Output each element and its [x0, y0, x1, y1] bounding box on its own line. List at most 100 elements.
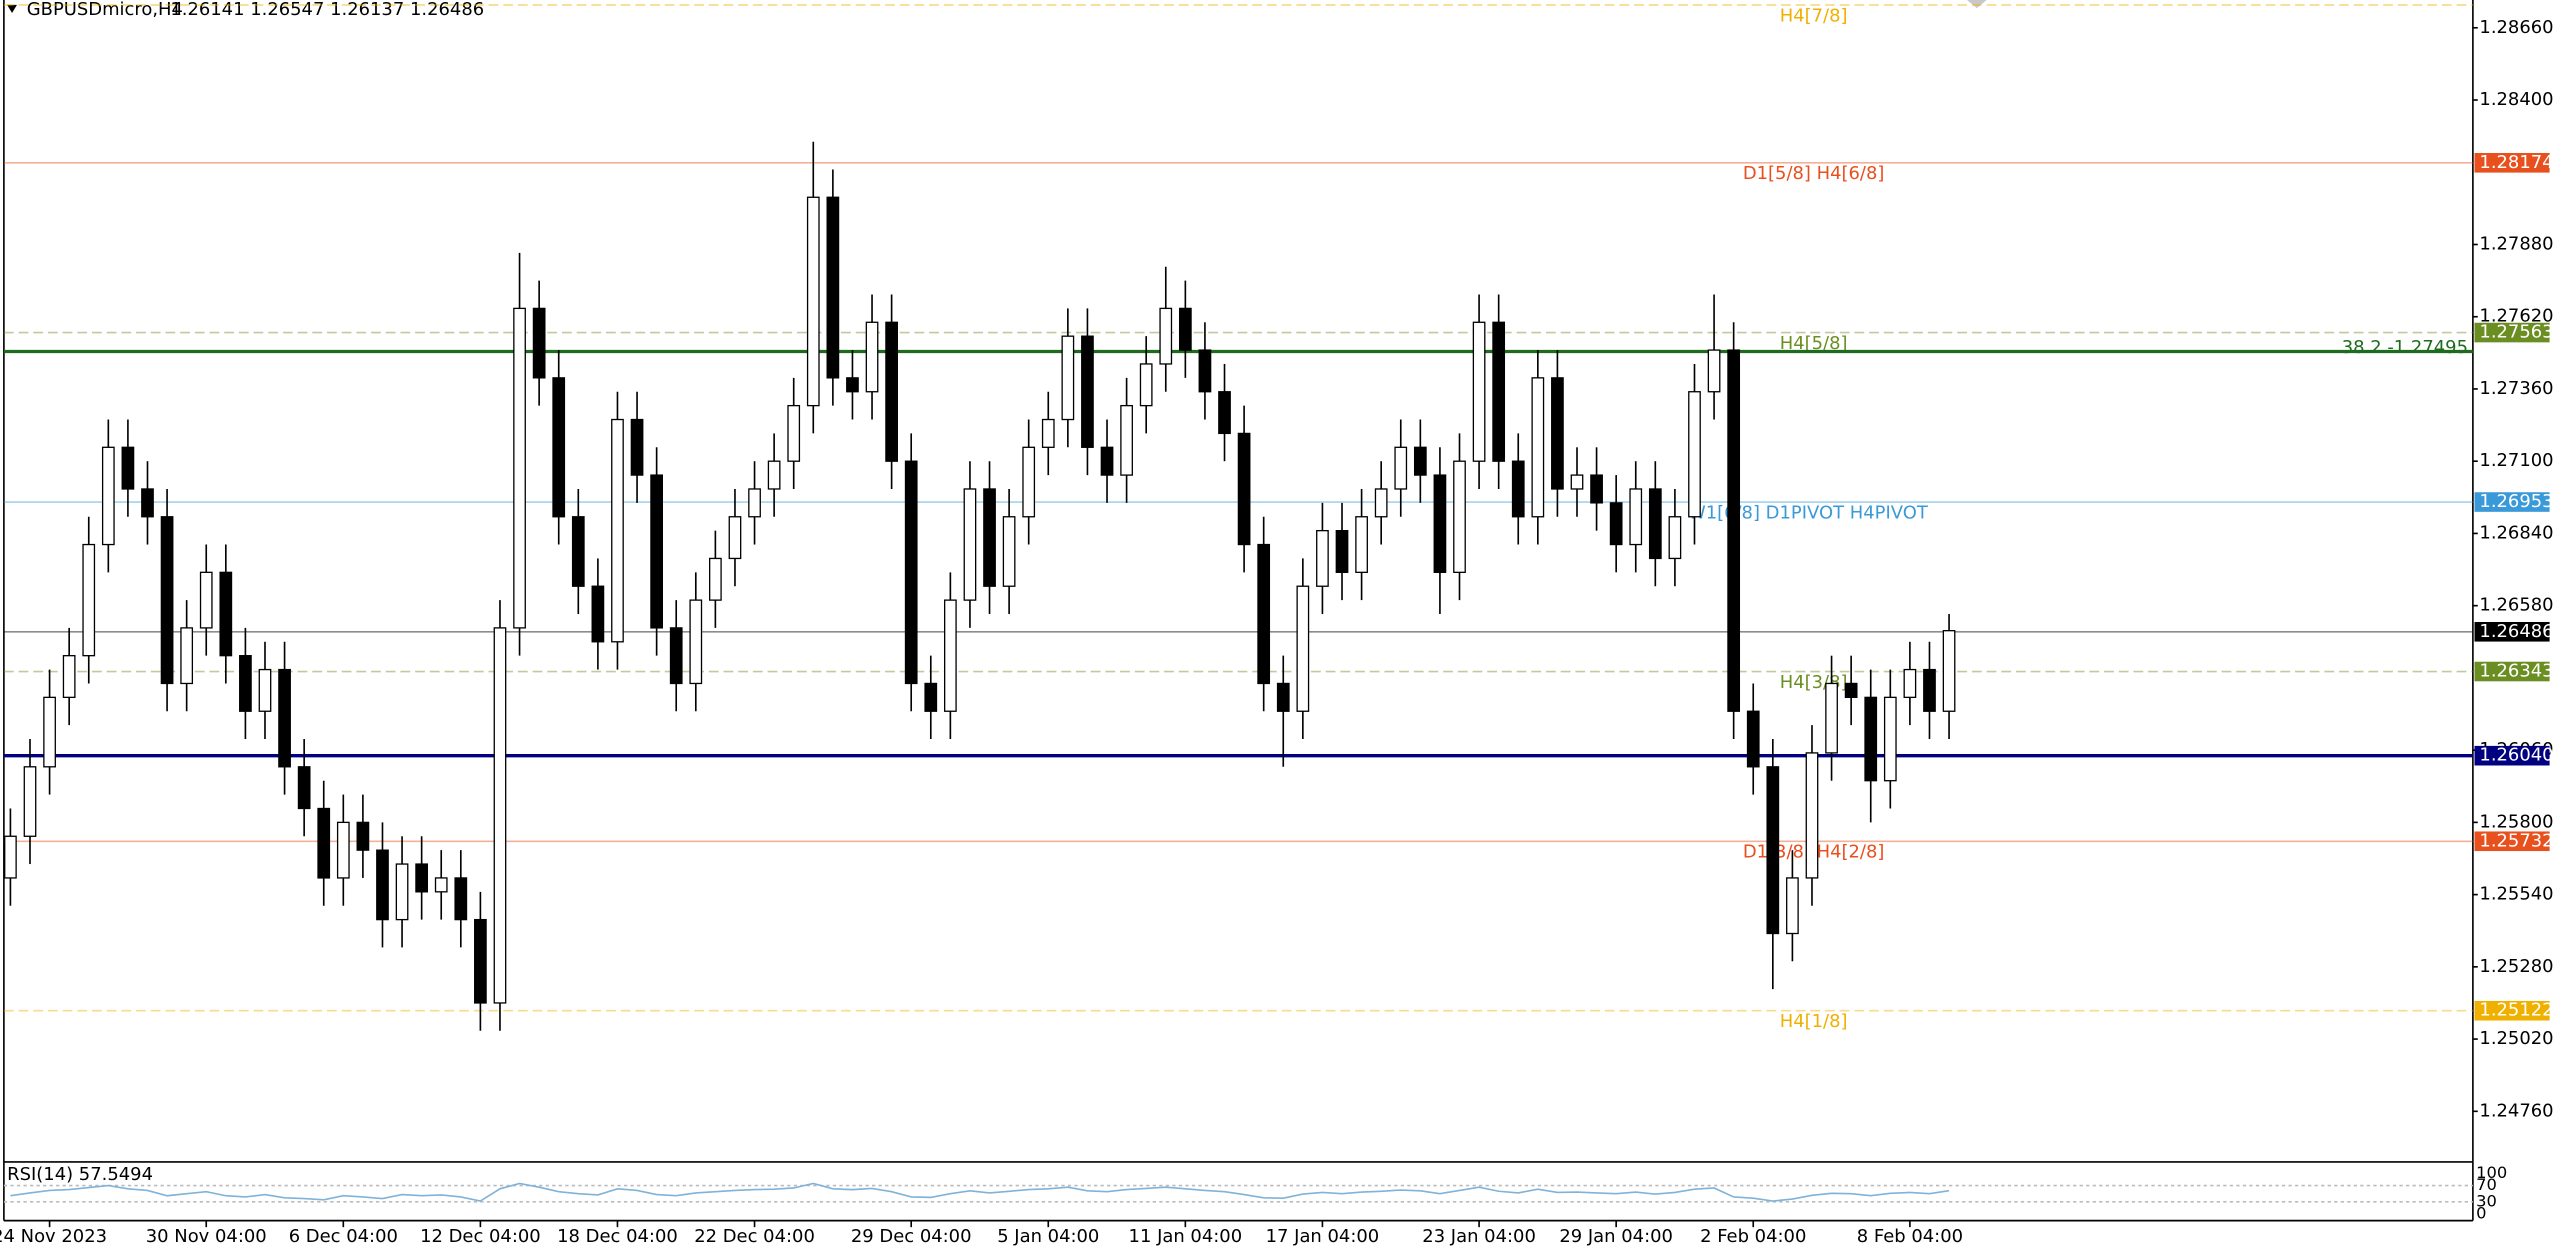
collapse-icon[interactable]	[7, 4, 17, 14]
level-label: H4[7/8]	[1780, 5, 1848, 26]
y-tick-label: 1.28400	[2479, 89, 2553, 110]
rsi-tick-label: 30	[2476, 1191, 2497, 1210]
candle-body	[1002, 516, 1016, 587]
candle-body	[709, 557, 722, 601]
candle-body	[62, 655, 76, 699]
candle-body	[963, 488, 977, 601]
price-box	[2474, 661, 2550, 682]
x-tick-label: 17 Jan 04:00	[1266, 1226, 1380, 1247]
price-box	[2474, 621, 2550, 642]
price-box-label: 1.26953	[2479, 491, 2553, 512]
candle-body	[1335, 530, 1349, 573]
price-box	[2474, 492, 2550, 512]
rsi-tick-label: 70	[2476, 1175, 2497, 1194]
candle-body	[1492, 321, 1506, 462]
x-tick-label: 18 Dec 04:00	[557, 1226, 678, 1247]
candle-body	[356, 821, 370, 851]
candle-body	[1786, 877, 1799, 935]
candle-body	[944, 599, 957, 712]
x-tick-label: 24 Nov 2023	[0, 1226, 107, 1247]
candle-body	[669, 627, 683, 685]
candle-body	[1159, 307, 1173, 365]
candle-body	[983, 488, 996, 587]
rsi-line	[10, 1182, 1950, 1202]
candle-body	[1648, 488, 1662, 560]
indicator-name: RSI(14) 57.5494	[7, 1164, 153, 1185]
x-tick-label: 22 Dec 04:00	[694, 1226, 815, 1247]
y-tick-label: 1.25020	[2479, 1028, 2553, 1049]
y-tick-label: 1.25800	[2479, 811, 2553, 832]
y-tick-label: 1.27100	[2479, 450, 2553, 471]
candle-body	[826, 196, 840, 379]
level-label: H4[1/8]	[1780, 1011, 1848, 1032]
candle-body	[1316, 530, 1329, 587]
candle-body	[1257, 543, 1271, 685]
candle-body	[239, 655, 252, 712]
level-label: H4[5/8]	[1780, 333, 1848, 354]
candle-body	[376, 849, 389, 921]
candle-body	[1198, 349, 1212, 393]
candle-body	[1746, 710, 1760, 768]
candle-body	[43, 696, 56, 768]
price-box-label: 1.25122	[2479, 1000, 2553, 1021]
candle-body	[1844, 682, 1858, 699]
rsi-tick-label: 0	[2476, 1204, 2486, 1223]
price-box-label: 1.28174	[2479, 152, 2553, 173]
price-box-label: 1.27563	[2479, 322, 2553, 343]
price-box	[2474, 1000, 2550, 1021]
candle-body	[728, 516, 742, 560]
candle-body	[1903, 668, 1917, 699]
candle-body	[1355, 516, 1368, 573]
candle-body	[1472, 321, 1486, 462]
candle-body	[1531, 377, 1545, 518]
y-tick-label: 1.28660	[2479, 17, 2553, 38]
candle-body	[532, 307, 546, 379]
candle-body	[219, 571, 233, 657]
candle-body	[395, 863, 409, 921]
price-box-label: 1.26486	[2479, 621, 2553, 642]
candle-body	[1883, 696, 1897, 782]
candle-body	[571, 516, 585, 587]
candle-body	[1590, 474, 1603, 504]
x-tick-label: 23 Jan 04:00	[1422, 1226, 1536, 1247]
price-box-label: 1.26040	[2479, 745, 2553, 766]
rsi-tick-label: 100	[2476, 1163, 2507, 1182]
y-tick-label: 1.26580	[2479, 595, 2553, 616]
candle-body	[297, 766, 311, 810]
y-tick-label: 1.27880	[2479, 233, 2553, 254]
candle-body	[1551, 377, 1564, 490]
x-tick-label: 12 Dec 04:00	[420, 1226, 541, 1247]
candle-body	[1668, 516, 1682, 560]
candle-body	[1629, 488, 1643, 546]
candle-body	[748, 488, 761, 518]
candle-body	[493, 627, 507, 1004]
candle-body	[1276, 682, 1290, 712]
candle-body	[767, 460, 781, 490]
object-marker	[1967, 0, 1987, 9]
candle-body	[1413, 446, 1427, 476]
symbol-title: GBPUSDmicro,H4	[27, 0, 183, 20]
price-box	[2474, 745, 2550, 766]
candle-body	[1374, 488, 1388, 518]
x-tick-label: 29 Dec 04:00	[851, 1226, 972, 1247]
candle-body	[317, 807, 331, 879]
candle-body	[121, 446, 135, 490]
y-tick-label: 1.26840	[2479, 522, 2553, 543]
candle-body	[1707, 349, 1721, 393]
candle-body	[1766, 766, 1780, 935]
y-tick-label: 1.25280	[2479, 956, 2553, 977]
candle-body	[1081, 335, 1094, 448]
candle-body	[415, 863, 429, 893]
candle-body	[4, 835, 17, 879]
candle-body	[1923, 668, 1936, 712]
candle-body	[1139, 363, 1153, 407]
y-tick-label: 1.25540	[2479, 884, 2553, 905]
candle-body	[1237, 432, 1251, 546]
candle-body	[552, 377, 566, 518]
candle-body	[258, 668, 272, 712]
price-box-label: 1.25732	[2479, 830, 2553, 851]
candle-body	[806, 196, 820, 407]
candle-body	[1942, 630, 1956, 712]
y-tick-label: 1.27360	[2479, 378, 2553, 399]
level-label: 38.2 -1.27495	[2342, 337, 2468, 358]
